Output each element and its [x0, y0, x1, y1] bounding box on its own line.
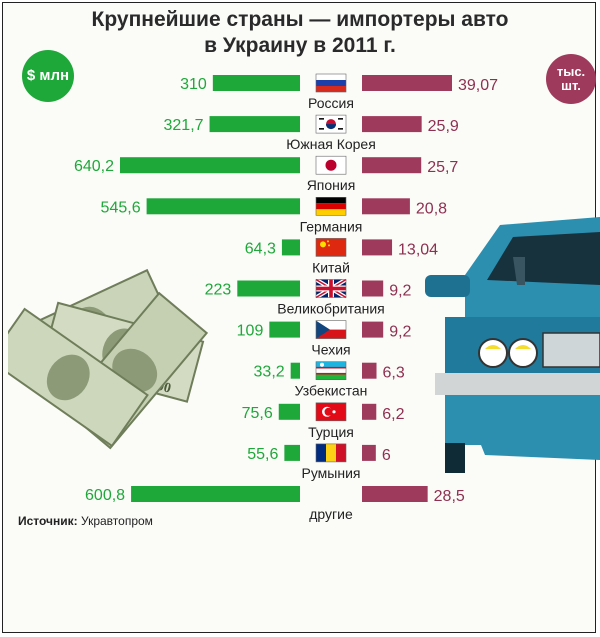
money-unit-label: $ млн — [26, 67, 70, 85]
money-value-label: 600,8 — [85, 487, 125, 504]
money-bar — [146, 198, 300, 215]
units-value-label: 39,07 — [458, 77, 498, 94]
units-value-label: 6 — [382, 447, 391, 464]
blue-car-illustration — [425, 217, 600, 473]
units-value-label: 13,04 — [398, 241, 438, 258]
units-bar — [362, 362, 377, 379]
money-bar — [209, 116, 300, 133]
money-bar — [281, 239, 300, 256]
money-bar — [290, 362, 300, 379]
units-bar — [362, 75, 452, 91]
units-badge: тыс. шт. — [546, 54, 596, 104]
chart-title-line1: Крупнейшие страны — импортеры авто — [91, 8, 509, 31]
money-value-label: 64,3 — [245, 240, 276, 257]
country-label: Россия — [308, 95, 354, 111]
money-unit-badge: $ млн — [22, 50, 74, 102]
units-value-label: 9,2 — [389, 324, 411, 341]
chart-title-line2: в Украину в 2011 г. — [204, 34, 396, 57]
japan-flag-icon — [315, 155, 347, 175]
source-value: Укравтопром — [81, 514, 153, 528]
money-value-label: 321,7 — [164, 117, 204, 134]
money-bar — [212, 75, 300, 91]
country-label: Чехия — [311, 342, 350, 358]
units-bar — [362, 116, 422, 133]
money-value-label: 55,6 — [247, 446, 278, 463]
units-value-label: 25,7 — [427, 159, 458, 176]
units-value-label: 25,9 — [428, 118, 459, 135]
money-value-label: 545,6 — [101, 199, 141, 216]
units-label-line2: шт. — [561, 78, 581, 93]
country-label: Китай — [312, 259, 350, 275]
money-bar — [120, 157, 300, 174]
source-note: Источник: Укравтопром — [18, 514, 153, 528]
units-value-label: 28,5 — [434, 488, 465, 505]
units-value-label: 6,3 — [383, 365, 405, 382]
units-bar — [362, 444, 376, 461]
units-bar — [362, 321, 384, 338]
romania-flag-icon — [315, 443, 347, 463]
units-label-line1: тыс. — [556, 64, 586, 80]
money-value-label: 223 — [205, 282, 232, 299]
money-value-label: 109 — [237, 323, 264, 340]
country-label: Великобритания — [277, 301, 385, 317]
units-value-label: 20,8 — [416, 200, 447, 217]
country-label: другие — [309, 506, 353, 522]
money-bar — [284, 444, 300, 461]
units-bar — [362, 198, 410, 215]
country-label: Япония — [307, 177, 356, 193]
units-bar — [362, 486, 428, 502]
money-bar — [269, 321, 300, 338]
south-korea-flag-icon — [315, 114, 347, 134]
units-value-label: 6,2 — [382, 406, 404, 423]
units-bar — [362, 239, 393, 256]
russia-flag-icon — [315, 73, 347, 93]
turkey-flag-icon — [315, 402, 347, 422]
money-bar — [237, 280, 300, 297]
units-bar — [362, 157, 422, 174]
money-value-label: 75,6 — [242, 405, 273, 422]
money-bar — [278, 403, 300, 420]
units-value-label: 9,2 — [389, 283, 411, 300]
money-value-label: 33,2 — [254, 364, 285, 381]
money-bar — [131, 486, 300, 502]
units-bar — [362, 280, 384, 297]
uk-flag-icon — [314, 277, 348, 300]
source-label: Источник: — [18, 514, 78, 528]
dollar-banknotes-illustration: 100 100 100 — [8, 268, 209, 450]
money-value-label: 640,2 — [74, 158, 114, 175]
country-label: Турция — [308, 424, 354, 440]
country-label: Германия — [300, 218, 363, 234]
country-label: Южная Корея — [286, 136, 376, 152]
germany-flag-icon — [315, 197, 347, 216]
country-label: Узбекистан — [295, 383, 368, 399]
uzbekistan-flag-icon — [315, 361, 347, 381]
units-bar — [362, 403, 377, 420]
country-label: Румыния — [301, 465, 360, 481]
money-value-label: 310 — [180, 76, 207, 93]
china-flag-icon — [315, 238, 347, 257]
czech-flag-icon — [315, 320, 347, 339]
